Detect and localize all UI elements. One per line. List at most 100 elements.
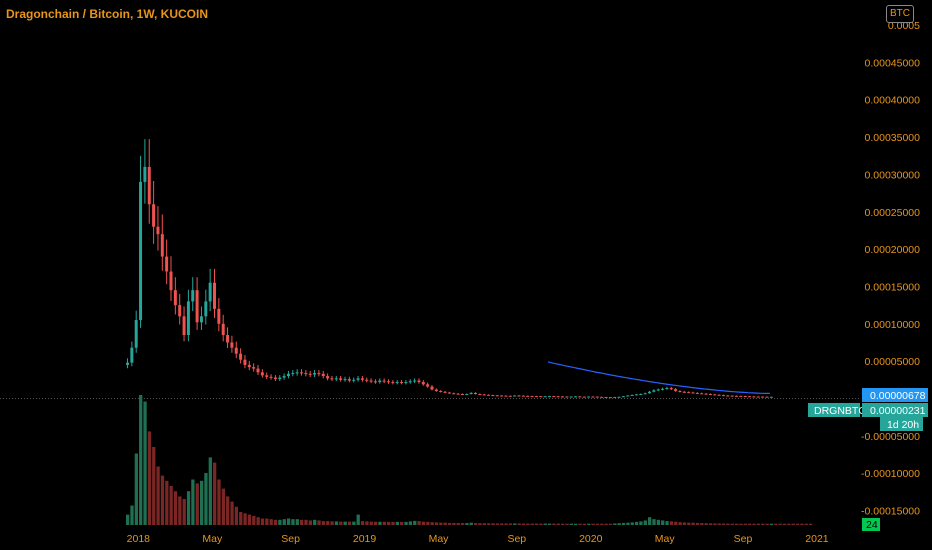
candle xyxy=(160,234,164,257)
candle xyxy=(204,301,208,317)
volume-bar xyxy=(561,523,565,525)
x-tick-label: 2018 xyxy=(127,533,151,545)
volume-bar xyxy=(582,523,587,525)
candle xyxy=(408,381,412,383)
candle xyxy=(126,362,129,365)
candle xyxy=(391,382,395,384)
candle xyxy=(517,395,521,397)
volume-bar xyxy=(634,521,639,525)
candle xyxy=(730,395,734,397)
volume-bar xyxy=(234,506,239,525)
volume-bar xyxy=(339,521,343,525)
candle xyxy=(574,396,578,398)
candle xyxy=(387,381,390,383)
candle xyxy=(234,347,238,354)
candle xyxy=(300,372,303,374)
price-axis[interactable]: 0.0005 0.00045000 0.00040000 0.00035000 0.00… xyxy=(861,20,920,518)
volume-bar xyxy=(613,523,617,525)
candle xyxy=(347,379,351,381)
candle xyxy=(439,391,443,393)
volume-bar xyxy=(643,520,647,525)
volume-bar xyxy=(508,523,513,525)
volume-bar xyxy=(526,523,530,525)
candle xyxy=(426,384,430,387)
volume-bar xyxy=(134,453,138,525)
candle xyxy=(134,320,138,348)
y-tick-label: 0.00045000 xyxy=(865,57,921,69)
volume-bar xyxy=(465,523,469,525)
volume-bar xyxy=(656,519,660,525)
candle xyxy=(252,367,256,369)
volume-bar xyxy=(482,523,486,525)
candle xyxy=(547,396,551,398)
volume-bar xyxy=(278,519,282,525)
time-axis[interactable]: 2018 May Sep 2019 May Sep 2020 May Sep 2021 xyxy=(127,533,829,545)
volume-bar xyxy=(452,522,456,525)
volume-bar xyxy=(500,523,504,525)
candle xyxy=(556,396,560,398)
volume-bar xyxy=(652,519,656,525)
volume-bar xyxy=(217,479,221,525)
candle xyxy=(530,396,534,398)
volume-bar xyxy=(487,523,491,525)
candle xyxy=(691,392,695,394)
candle xyxy=(452,393,456,395)
candle xyxy=(600,396,604,398)
x-tick-label: May xyxy=(655,533,676,545)
y-tick-label: 0.00035000 xyxy=(865,132,921,144)
candle xyxy=(360,378,364,380)
candle xyxy=(282,376,286,378)
candle xyxy=(508,395,512,397)
volume-bar xyxy=(365,521,369,525)
volume-bar xyxy=(608,523,613,525)
volume-bar xyxy=(495,523,500,525)
y-tick-label: -0.00015000 xyxy=(861,506,920,518)
volume-bar xyxy=(191,479,195,525)
volume-bars xyxy=(126,395,813,525)
candle xyxy=(199,316,203,323)
candle xyxy=(273,377,277,380)
volume-bar xyxy=(630,522,634,525)
candle xyxy=(617,396,621,398)
candle xyxy=(552,396,556,398)
volume-bar xyxy=(139,395,143,525)
candle xyxy=(682,391,686,393)
volume-bar xyxy=(691,522,695,525)
candle xyxy=(404,382,408,384)
volume-bar xyxy=(387,521,391,525)
candle xyxy=(156,226,160,235)
candle xyxy=(208,282,212,302)
volume-bar xyxy=(626,522,630,525)
volume-bar xyxy=(730,523,734,525)
volume-bar xyxy=(430,522,434,525)
volume-bar xyxy=(321,521,326,525)
x-tick-label: Sep xyxy=(734,533,753,545)
volume-bar xyxy=(587,523,591,525)
volume-bar xyxy=(226,496,230,525)
candle xyxy=(417,380,421,383)
candle xyxy=(173,290,177,306)
volume-bar xyxy=(774,523,778,525)
volume-bar xyxy=(639,521,643,525)
currency-badge[interactable]: BTC xyxy=(886,5,914,23)
volume-bar xyxy=(165,480,169,525)
volume-bar xyxy=(756,523,761,525)
candle xyxy=(147,166,151,205)
candle xyxy=(278,377,282,380)
volume-bar xyxy=(313,519,317,525)
candle xyxy=(373,381,377,383)
candle xyxy=(295,372,299,374)
volume-bar xyxy=(795,523,800,525)
volume-bar xyxy=(534,523,539,525)
candle xyxy=(291,373,295,375)
x-tick-label: May xyxy=(202,533,223,545)
volume-bar xyxy=(661,520,665,525)
candle xyxy=(130,347,134,363)
volume-bar xyxy=(400,521,404,525)
candle xyxy=(195,290,199,323)
volume-bar xyxy=(721,523,726,525)
candle xyxy=(569,396,573,398)
candle xyxy=(400,382,404,384)
volume-bar xyxy=(456,523,460,525)
